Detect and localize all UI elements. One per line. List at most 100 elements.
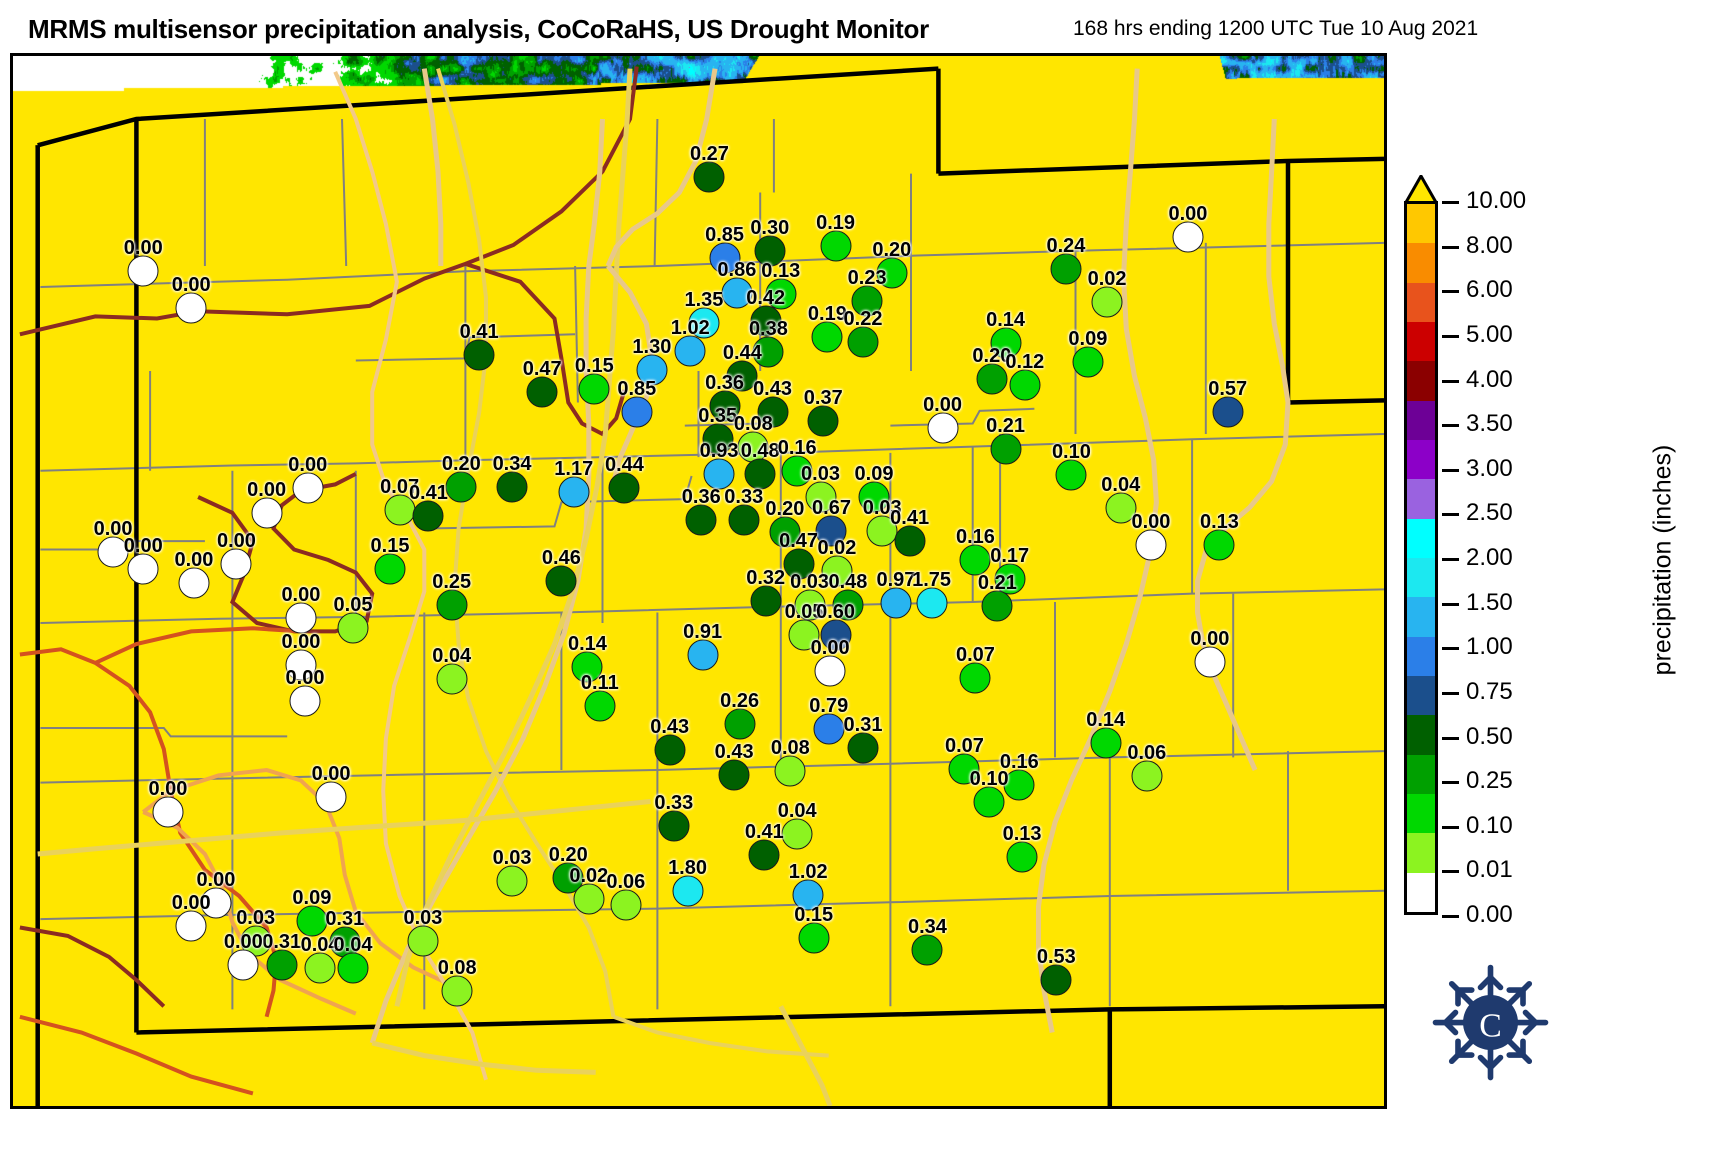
station-marker bbox=[1072, 346, 1104, 378]
colorbar-tick bbox=[1442, 468, 1459, 472]
station-marker bbox=[820, 619, 852, 651]
station-value-label: 0.00 bbox=[311, 763, 351, 786]
station-value-label: 0.04 bbox=[432, 644, 472, 667]
station-value-label: 0.14 bbox=[1086, 708, 1126, 731]
station-value-label: 0.09 bbox=[292, 887, 332, 910]
station-value-label: 0.03 bbox=[862, 496, 902, 519]
station-marker bbox=[127, 553, 159, 585]
colorbar-segment bbox=[1407, 715, 1435, 755]
station-marker bbox=[765, 278, 797, 310]
station-marker bbox=[688, 307, 720, 339]
colorbar-tick-label: 8.00 bbox=[1466, 231, 1513, 259]
station-value-label: 0.85 bbox=[705, 223, 745, 246]
station-value-label: 0.91 bbox=[683, 620, 723, 643]
station-marker bbox=[407, 925, 439, 957]
station-marker bbox=[621, 396, 653, 428]
station-marker bbox=[654, 734, 686, 766]
station-value-label: 0.00 bbox=[171, 892, 211, 915]
station-marker bbox=[814, 655, 846, 687]
station-value-label: 0.23 bbox=[847, 266, 887, 289]
station-marker bbox=[608, 472, 640, 504]
station-value-label: 0.04 bbox=[777, 800, 817, 823]
station-marker bbox=[1212, 396, 1244, 428]
colorbar-axis-title: precipitation (inches) bbox=[1648, 444, 1677, 676]
colorbar-tick-label: 0.00 bbox=[1466, 901, 1513, 928]
station-value-label: 0.02 bbox=[1087, 267, 1127, 290]
station-marker bbox=[851, 285, 883, 317]
station-marker bbox=[976, 363, 1008, 395]
colorbar-gradient bbox=[1404, 201, 1438, 915]
station-value-label: 0.07 bbox=[955, 643, 995, 666]
station-value-label: 0.41 bbox=[408, 481, 448, 504]
station-marker bbox=[709, 242, 741, 274]
station-marker bbox=[436, 589, 468, 621]
station-marker bbox=[811, 321, 843, 353]
station-value-label: 0.67 bbox=[812, 496, 851, 519]
station-value-label: 0.06 bbox=[1127, 742, 1167, 765]
station-value-label: 0.41 bbox=[890, 507, 930, 530]
station-marker bbox=[911, 934, 943, 966]
station-value-label: 0.41 bbox=[744, 821, 784, 844]
station-value-label: 0.00 bbox=[148, 778, 188, 800]
station-marker bbox=[558, 476, 590, 508]
station-value-label: 0.27 bbox=[689, 142, 729, 165]
station-marker bbox=[636, 354, 668, 386]
station-value-label: 0.21 bbox=[977, 572, 1017, 595]
station-value-label: 0.16 bbox=[955, 526, 995, 548]
station-value-label: 0.16 bbox=[999, 750, 1039, 773]
station-value-label: 0.60 bbox=[816, 600, 856, 623]
station-value-label: 0.07 bbox=[945, 734, 984, 757]
colorbar-tick-label: 2.00 bbox=[1466, 544, 1513, 571]
station-marker bbox=[815, 515, 847, 547]
station-value-label: 0.11 bbox=[580, 671, 619, 694]
station-value-label: 0.38 bbox=[748, 318, 788, 341]
station-value-label: 0.47 bbox=[522, 358, 562, 380]
station-value-label: 0.08 bbox=[437, 956, 477, 979]
station-value-label: 0.20 bbox=[548, 844, 588, 867]
station-marker bbox=[880, 587, 912, 619]
station-value-label: 0.09 bbox=[854, 463, 894, 485]
colorbar-tick bbox=[1442, 647, 1459, 651]
colorbar-tick-label: 1.50 bbox=[1466, 588, 1513, 616]
station-value-label: 0.04 bbox=[333, 934, 373, 957]
station-marker bbox=[858, 481, 890, 513]
station-marker bbox=[721, 277, 753, 309]
precipitation-map[interactable]: 0.00 0.00 0.41 0.47 0.15 0.27 0.85 0.30 0.19 0.20… bbox=[10, 53, 1387, 1109]
station-value-label: 0.15 bbox=[794, 904, 834, 926]
station-marker bbox=[175, 292, 207, 324]
station-value-label: 0.86 bbox=[717, 259, 757, 282]
station-value-label: 0.10 bbox=[1051, 440, 1091, 463]
station-marker bbox=[990, 327, 1022, 359]
station-value-label: 0.10 bbox=[969, 767, 1009, 790]
station-marker bbox=[296, 905, 328, 937]
station-marker bbox=[866, 515, 898, 547]
colorbar-tick-label: 0.75 bbox=[1466, 677, 1513, 705]
station-marker bbox=[948, 753, 980, 785]
station-value-label: 0.14 bbox=[986, 308, 1026, 331]
colorbar-segment bbox=[1407, 400, 1435, 440]
station-marker bbox=[990, 433, 1022, 465]
station-value-label: 0.00 bbox=[174, 549, 214, 572]
colorbar-tick bbox=[1442, 870, 1459, 874]
station-marker bbox=[1091, 286, 1123, 318]
station-value-label: 0.12 bbox=[1005, 350, 1045, 373]
colorbar-segment bbox=[1407, 754, 1435, 794]
station-marker bbox=[781, 818, 813, 850]
station-marker bbox=[674, 335, 706, 367]
station-value-label: 0.04 bbox=[300, 934, 340, 957]
colorbar-tick-label: 4.00 bbox=[1466, 365, 1513, 393]
colorbar-tick bbox=[1442, 602, 1459, 606]
colorbar-tick-label: 0.25 bbox=[1466, 767, 1513, 795]
station-marker bbox=[1006, 841, 1038, 873]
station-value-label: 0.17 bbox=[990, 544, 1030, 567]
station-marker bbox=[876, 257, 908, 289]
station-marker bbox=[337, 952, 369, 984]
station-value-label: 0.33 bbox=[654, 791, 694, 814]
station-marker bbox=[285, 602, 317, 634]
station-value-label: 0.05 bbox=[333, 594, 373, 617]
station-marker bbox=[752, 336, 784, 368]
station-marker bbox=[807, 405, 839, 437]
station-value-label: 0.44 bbox=[722, 342, 762, 365]
station-marker bbox=[463, 339, 495, 371]
station-marker bbox=[1009, 369, 1041, 401]
